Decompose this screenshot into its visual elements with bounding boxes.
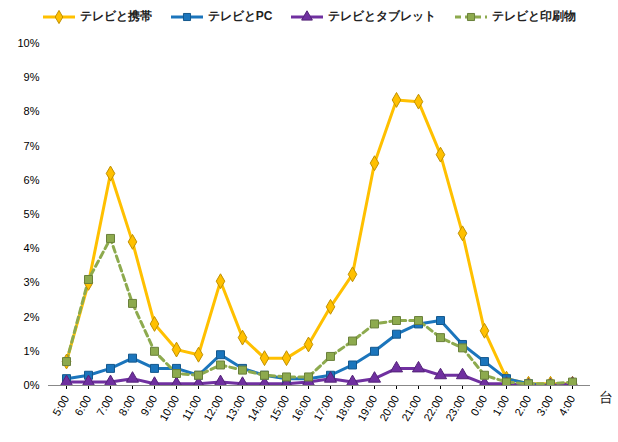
svg-text:6:00: 6:00: [72, 393, 93, 418]
svg-text:15:00: 15:00: [267, 393, 291, 423]
svg-text:21:00: 21:00: [399, 393, 423, 423]
svg-text:20:00: 20:00: [377, 393, 401, 423]
svg-text:22:00: 22:00: [421, 393, 445, 423]
svg-text:2%: 2%: [24, 311, 40, 323]
svg-text:10%: 10%: [17, 37, 39, 49]
svg-text:1:00: 1:00: [490, 393, 511, 418]
svg-text:5%: 5%: [24, 208, 40, 220]
svg-text:4:00: 4:00: [556, 393, 577, 418]
svg-text:1%: 1%: [24, 345, 40, 357]
svg-text:10:00: 10:00: [157, 393, 181, 423]
svg-text:7%: 7%: [24, 140, 40, 152]
svg-text:4%: 4%: [24, 242, 40, 254]
svg-text:7:00: 7:00: [94, 393, 115, 418]
svg-text:2:00: 2:00: [512, 393, 533, 418]
svg-text:9%: 9%: [24, 71, 40, 83]
svg-text:5:00: 5:00: [50, 393, 71, 418]
svg-text:12:00: 12:00: [201, 393, 225, 423]
svg-text:23:00: 23:00: [443, 393, 467, 423]
svg-text:13:00: 13:00: [223, 393, 247, 423]
svg-text:6%: 6%: [24, 174, 40, 186]
svg-text:14:00: 14:00: [245, 393, 269, 423]
svg-text:17:00: 17:00: [311, 393, 335, 423]
svg-text:3%: 3%: [24, 276, 40, 288]
svg-text:3:00: 3:00: [534, 393, 555, 418]
html-text:テレビと携帯: テレビと携帯: [79, 9, 152, 23]
svg-text:0:00: 0:00: [468, 393, 489, 418]
svg-text:8:00: 8:00: [116, 393, 137, 418]
svg-text:11:00: 11:00: [180, 393, 204, 422]
svg-text:18:00: 18:00: [333, 393, 357, 423]
svg-text:台: 台: [599, 389, 613, 405]
html-text:テレビとPC: テレビとPC: [207, 9, 273, 23]
html-text:テレビとタブレット: テレビとタブレット: [328, 9, 437, 23]
svg-text:16:00: 16:00: [289, 393, 313, 423]
svg-text:9:00: 9:00: [138, 393, 159, 418]
html-text:テレビと印刷物: テレビと印刷物: [492, 9, 577, 23]
svg-text:0%: 0%: [24, 379, 40, 391]
svg-text:19:00: 19:00: [355, 393, 379, 423]
svg-text:8%: 8%: [24, 105, 40, 117]
